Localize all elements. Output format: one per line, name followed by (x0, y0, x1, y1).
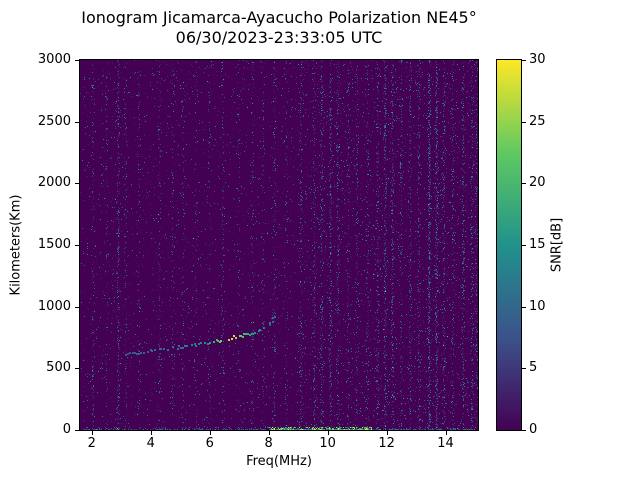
chart-title-block: Ionogram Jicamarca-Ayacucho Polarization… (80, 8, 478, 48)
y-tick-mark (75, 368, 79, 370)
x-tick-mark (209, 431, 211, 435)
x-tick-mark (91, 431, 93, 435)
colorbar-tick-label: 10 (529, 298, 546, 314)
x-axis-label: Freq(MHz) (246, 454, 312, 469)
chart-subtitle: 06/30/2023-23:33:05 UTC (175, 28, 383, 47)
y-tick-label: 0 (62, 422, 71, 437)
colorbar-tick-label: 5 (529, 360, 538, 376)
y-tick-mark (75, 121, 79, 123)
colorbar-tick-mark (522, 368, 526, 370)
colorbar-tick-mark (522, 245, 526, 246)
colorbar-tick-mark (522, 306, 526, 308)
y-tick-mark (75, 183, 79, 185)
colorbar-canvas (497, 60, 521, 430)
y-tick-label: 500 (46, 360, 71, 376)
colorbar (496, 59, 522, 431)
chart-title: Ionogram Jicamarca-Ayacucho Polarization… (81, 8, 477, 27)
colorbar-tick-label: 0 (529, 422, 538, 437)
heatmap-plot-area (79, 59, 479, 431)
colorbar-tick-mark (522, 183, 526, 185)
y-tick-mark (75, 306, 79, 308)
heatmap-canvas (80, 60, 478, 430)
x-tick-label: 4 (146, 436, 155, 451)
x-tick-label: 2 (87, 436, 96, 451)
y-tick-label: 3000 (37, 52, 71, 67)
x-tick-mark (150, 431, 152, 435)
y-tick-label: 2500 (37, 113, 71, 129)
colorbar-tick-label: 15 (529, 237, 546, 252)
colorbar-tick-mark (522, 60, 526, 61)
y-tick-mark (75, 60, 79, 61)
x-tick-label: 6 (205, 436, 214, 451)
x-tick-mark (327, 431, 329, 435)
colorbar-tick-mark (522, 121, 526, 123)
x-tick-label: 12 (378, 436, 395, 451)
colorbar-tick-label: 30 (529, 52, 546, 67)
y-tick-label: 1000 (37, 298, 71, 314)
colorbar-tick-label: 25 (529, 113, 546, 129)
y-tick-mark (75, 430, 79, 431)
x-tick-label: 14 (437, 436, 454, 451)
y-tick-label: 1500 (37, 237, 71, 252)
x-tick-mark (445, 431, 447, 435)
x-tick-label: 10 (319, 436, 336, 451)
x-tick-mark (268, 431, 270, 435)
colorbar-tick-mark (522, 430, 526, 431)
y-tick-mark (75, 245, 79, 246)
x-tick-mark (386, 431, 388, 435)
y-tick-label: 2000 (37, 175, 71, 191)
x-tick-label: 8 (264, 436, 273, 451)
colorbar-tick-label: 20 (529, 175, 546, 191)
